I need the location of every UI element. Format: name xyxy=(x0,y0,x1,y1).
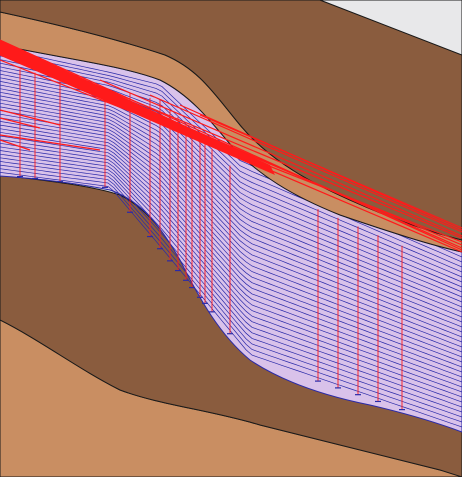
strata-line xyxy=(0,95,462,323)
fault-line xyxy=(59,69,462,239)
strata-line xyxy=(0,88,462,313)
strata-line xyxy=(0,73,462,293)
strata-line xyxy=(0,153,462,403)
fault-zone xyxy=(0,40,275,175)
strata-line xyxy=(0,139,462,383)
strata-line xyxy=(0,121,462,358)
strata-line xyxy=(0,99,462,328)
strata-line xyxy=(0,161,462,413)
well-markers xyxy=(17,69,405,411)
fault-line xyxy=(0,109,61,126)
strata-line xyxy=(0,91,462,318)
strata-line xyxy=(0,157,462,408)
strata-line xyxy=(0,142,462,388)
strata-line xyxy=(0,106,462,338)
fault-line xyxy=(0,39,462,251)
strata-line xyxy=(0,113,462,348)
strata-line xyxy=(0,110,462,343)
strata-line xyxy=(0,124,462,363)
top-right-background xyxy=(319,0,462,56)
strata-line xyxy=(0,146,462,393)
strata-line xyxy=(0,135,462,378)
fault-line xyxy=(199,114,462,229)
fault-line xyxy=(149,94,462,233)
strata-line xyxy=(0,55,462,268)
strata-line xyxy=(0,131,462,373)
fault-line xyxy=(0,139,31,151)
strata-line xyxy=(0,168,462,423)
strata-line xyxy=(0,172,462,428)
fault-line-group xyxy=(0,39,462,253)
strata-line xyxy=(0,102,462,333)
strata-line xyxy=(0,150,462,398)
fault-line xyxy=(0,134,101,151)
strata-line xyxy=(0,77,462,298)
strata-line xyxy=(0,117,462,353)
strata-line xyxy=(0,128,462,368)
strata-line xyxy=(0,81,462,303)
strata-line xyxy=(0,84,462,308)
strata-line xyxy=(0,164,462,418)
